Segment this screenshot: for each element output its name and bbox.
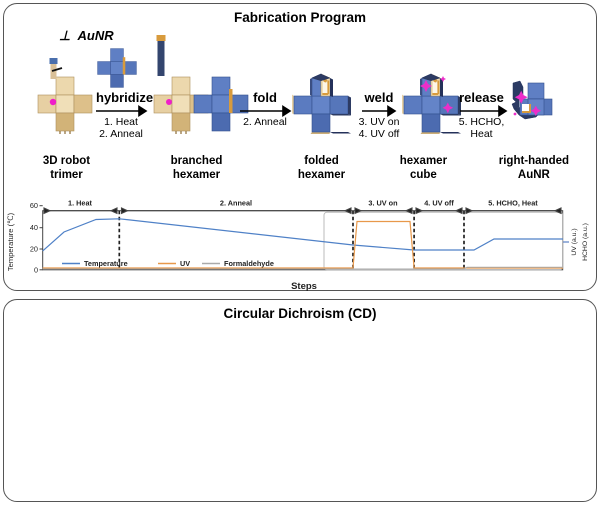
svg-text:5. HCHO, Heat: 5. HCHO, Heat [488, 199, 538, 208]
svg-text:Temperature: Temperature [84, 259, 128, 268]
svg-text:UV (a.u.): UV (a.u.) [571, 228, 578, 255]
svg-text:UV: UV [180, 259, 190, 268]
svg-text:60: 60 [30, 201, 38, 210]
svg-text:40: 40 [30, 223, 38, 232]
svg-text:Steps: Steps [291, 281, 317, 292]
svg-text:HCHO (a.u.): HCHO (a.u.) [582, 223, 589, 261]
svg-text:0: 0 [34, 265, 38, 274]
svg-text:Formaldehyde: Formaldehyde [224, 259, 274, 268]
svg-text:2. Anneal: 2. Anneal [220, 199, 252, 208]
svg-text:1. Heat: 1. Heat [68, 199, 92, 208]
svg-text:Temperature (℃): Temperature (℃) [6, 212, 15, 271]
svg-text:20: 20 [30, 245, 38, 254]
svg-text:4. UV off: 4. UV off [424, 199, 454, 208]
svg-text:3. UV on: 3. UV on [368, 199, 397, 208]
